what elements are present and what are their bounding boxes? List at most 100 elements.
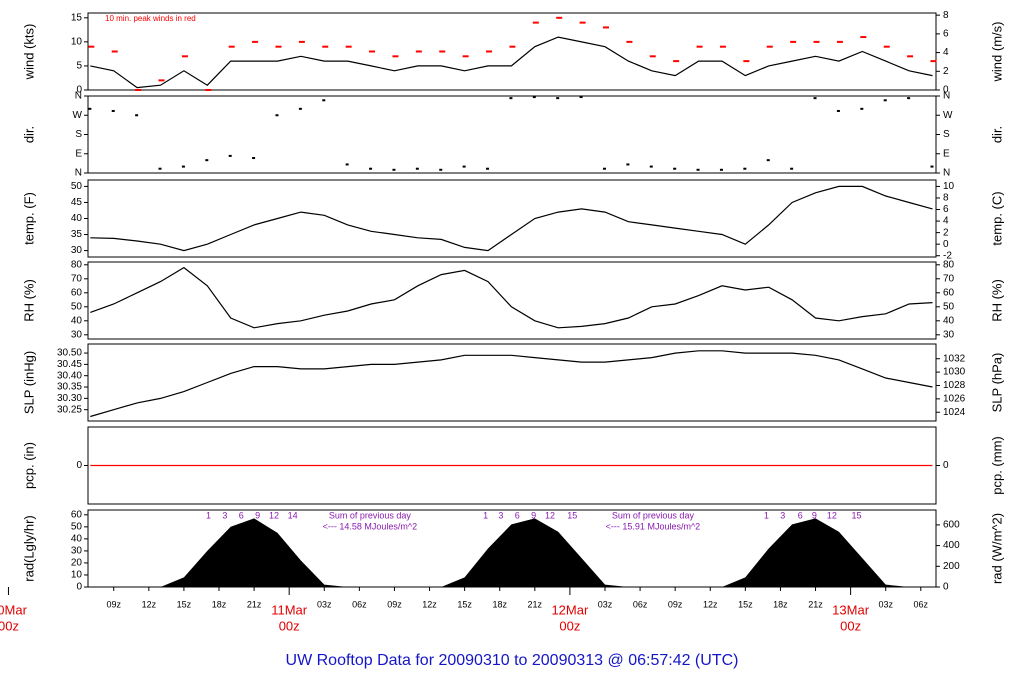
day-sub-label: 00z — [840, 618, 861, 633]
data-point — [135, 89, 142, 91]
data-point — [252, 40, 259, 43]
y-tick-label: 50 — [71, 301, 83, 312]
data-point — [696, 168, 700, 171]
data-point — [322, 45, 329, 48]
sun-hour-label: 6 — [798, 510, 803, 520]
data-point — [673, 167, 677, 170]
y-tick-label: 40 — [71, 315, 83, 326]
y-tick-label: 30.35 — [57, 382, 82, 393]
y-tick-label: 30 — [71, 245, 83, 256]
data-point — [392, 55, 399, 58]
day-label: 10Mar — [0, 602, 28, 617]
data-point — [181, 165, 185, 168]
y-tick-label: S — [75, 129, 82, 140]
panel-frame — [87, 343, 937, 422]
sun-hour-label: 9 — [812, 510, 817, 520]
y-axis-label: RH (%) — [21, 279, 36, 322]
x-tick-label: 12z — [422, 599, 437, 609]
y-tick-label: 30 — [71, 329, 83, 340]
y-tick-label: 30.45 — [57, 359, 82, 370]
data-point — [883, 45, 890, 48]
sum-label: Sum of previous day — [612, 510, 695, 520]
y-axis-label: SLP (inHg) — [21, 351, 36, 414]
sun-hour-label: 15 — [567, 510, 577, 520]
data-point — [369, 167, 373, 170]
y-tick-label: 80 — [71, 259, 83, 270]
sum-label: Sum of previous day — [329, 510, 412, 520]
data-point — [345, 45, 352, 48]
sun-hour-label: 12 — [827, 510, 837, 520]
data-point — [836, 109, 840, 112]
y2-tick-label: N — [943, 91, 950, 102]
y-tick-label: 30 — [71, 546, 83, 557]
y2-tick-label: 60 — [943, 287, 955, 298]
y2-tick-label: 70 — [943, 273, 955, 284]
y2-tick-label: 50 — [943, 301, 955, 312]
data-point — [509, 45, 516, 48]
data-line — [90, 36, 933, 89]
data-point — [509, 97, 513, 100]
x-tick-label: 03z — [317, 599, 332, 609]
sum-value: <--- 14.58 MJoules/m^2 — [323, 521, 418, 531]
data-point — [602, 167, 606, 170]
y-tick-label: 40 — [71, 213, 83, 224]
y-tick-label: 40 — [71, 534, 83, 545]
data-point — [252, 157, 256, 160]
y2-tick-label: 0 — [943, 85, 949, 96]
sun-hour-label: 1 — [764, 510, 769, 520]
x-tick-label: 06z — [352, 599, 367, 609]
y-tick-label: 30.25 — [57, 404, 82, 415]
y-tick-label: 20 — [71, 558, 83, 569]
y-axis-label: pcp. (in) — [21, 442, 36, 489]
data-point — [298, 40, 305, 43]
y2-axis-label: wind (m/s) — [989, 22, 1004, 83]
y-tick-label: 60 — [71, 509, 83, 520]
data-point — [696, 45, 703, 48]
data-point — [415, 167, 419, 170]
y-tick-label: 35 — [71, 229, 83, 240]
day-sub-label: 00z — [279, 618, 300, 633]
y2-tick-label: 8 — [943, 193, 949, 204]
data-point — [228, 154, 232, 157]
x-tick-label: 12z — [703, 599, 718, 609]
data-point — [205, 89, 212, 91]
x-tick-label: 03z — [598, 599, 613, 609]
data-point — [486, 50, 493, 53]
y2-tick-label: 0 — [943, 460, 949, 471]
y2-axis-label: temp. (C) — [989, 191, 1004, 245]
y2-tick-label: E — [943, 148, 950, 159]
chart-title: UW Rooftop Data for 20090310 to 20090313… — [286, 652, 739, 669]
y2-tick-label: 0 — [943, 239, 949, 250]
panel-frame — [87, 95, 937, 174]
day-label: 11Mar — [271, 602, 308, 617]
y-tick-label: 15 — [71, 12, 83, 23]
x-tick-label: 12z — [142, 599, 157, 609]
data-point — [743, 167, 747, 170]
y2-tick-label: 40 — [943, 315, 955, 326]
y2-tick-label: 600 — [943, 520, 960, 531]
y-tick-label: N — [75, 168, 82, 179]
sun-hour-label: 9 — [255, 510, 260, 520]
x-tick-label: 03z — [878, 599, 893, 609]
data-point — [790, 167, 794, 170]
data-point — [860, 36, 867, 39]
data-point — [766, 159, 770, 162]
data-point — [111, 109, 115, 112]
y-tick-label: 30.50 — [57, 348, 82, 359]
day-label: 13Mar — [832, 602, 870, 617]
data-point — [907, 55, 914, 58]
y-tick-label: 0 — [76, 582, 82, 593]
y2-tick-label: 4 — [943, 47, 949, 58]
x-tick-label: 15z — [738, 599, 753, 609]
data-point — [322, 99, 326, 102]
y-tick-label: 5 — [76, 61, 82, 72]
y2-tick-label: 1030 — [943, 367, 966, 378]
data-point — [930, 60, 937, 63]
sun-hour-label: 1 — [206, 510, 211, 520]
x-tick-label: 15z — [457, 599, 472, 609]
data-point — [345, 163, 349, 166]
panel-frame — [87, 12, 937, 91]
x-tick-label: 09z — [106, 599, 121, 609]
data-point — [602, 26, 609, 29]
